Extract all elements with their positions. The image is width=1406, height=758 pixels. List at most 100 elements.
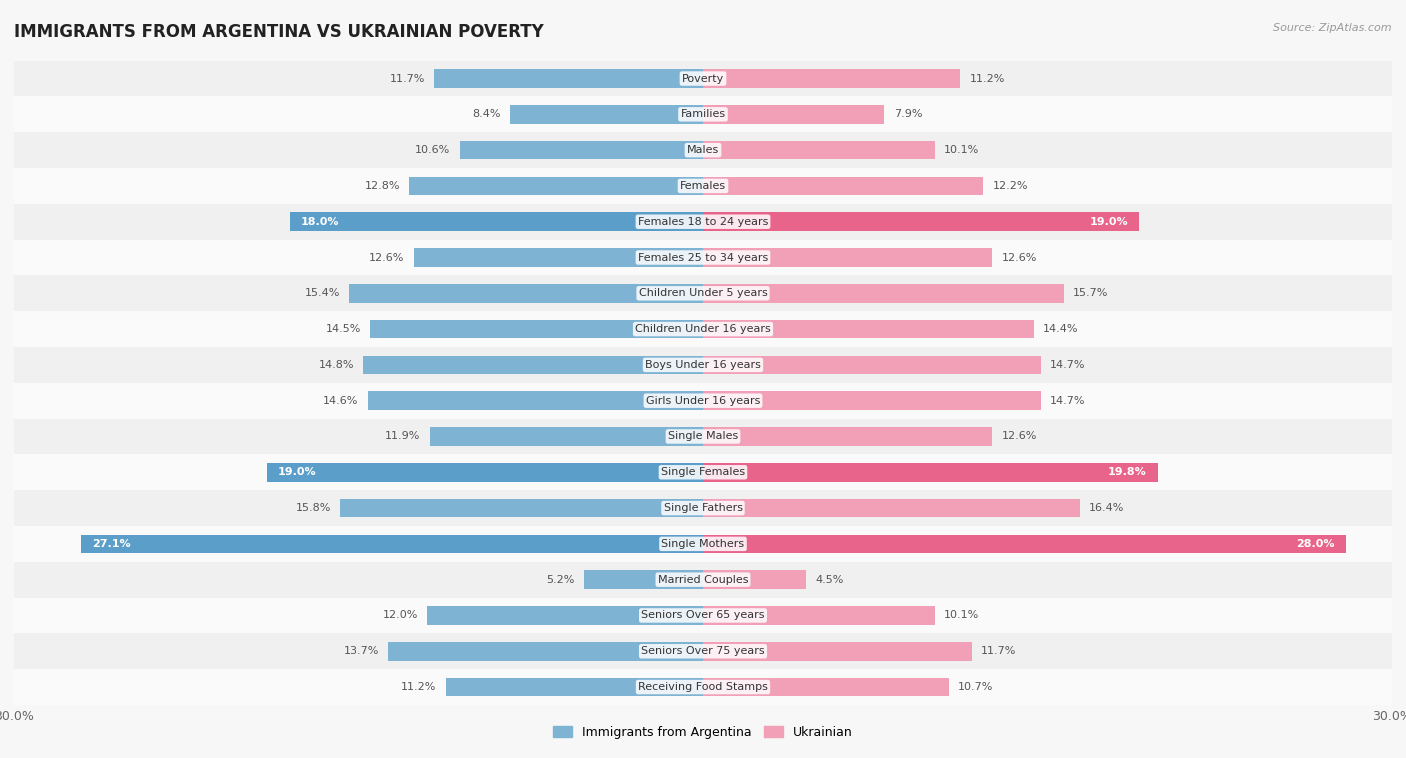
Bar — [14, 454, 1392, 490]
Bar — [14, 204, 1392, 240]
Bar — [703, 69, 960, 88]
Bar — [703, 356, 1040, 374]
Text: 27.1%: 27.1% — [93, 539, 131, 549]
Text: 11.7%: 11.7% — [981, 647, 1017, 656]
Text: IMMIGRANTS FROM ARGENTINA VS UKRAINIAN POVERTY: IMMIGRANTS FROM ARGENTINA VS UKRAINIAN P… — [14, 23, 544, 41]
Bar — [703, 105, 884, 124]
Bar — [14, 347, 1392, 383]
Bar — [290, 212, 703, 231]
Text: 11.9%: 11.9% — [385, 431, 420, 441]
Bar — [14, 526, 1392, 562]
Bar — [434, 69, 703, 88]
Bar — [267, 463, 703, 481]
Bar — [703, 320, 1033, 338]
Bar — [388, 642, 703, 660]
Text: Seniors Over 75 years: Seniors Over 75 years — [641, 647, 765, 656]
Text: 18.0%: 18.0% — [301, 217, 340, 227]
Text: Girls Under 16 years: Girls Under 16 years — [645, 396, 761, 406]
Bar — [14, 562, 1392, 597]
Bar — [703, 391, 1040, 410]
Bar — [427, 606, 703, 625]
Text: Children Under 16 years: Children Under 16 years — [636, 324, 770, 334]
Bar — [14, 240, 1392, 275]
Bar — [430, 428, 703, 446]
Bar — [363, 356, 703, 374]
Bar — [510, 105, 703, 124]
Bar — [703, 606, 935, 625]
Text: 12.6%: 12.6% — [370, 252, 405, 262]
Text: 12.0%: 12.0% — [382, 610, 418, 621]
Bar — [370, 320, 703, 338]
Text: 5.2%: 5.2% — [546, 575, 575, 584]
Legend: Immigrants from Argentina, Ukrainian: Immigrants from Argentina, Ukrainian — [548, 721, 858, 744]
Text: Source: ZipAtlas.com: Source: ZipAtlas.com — [1274, 23, 1392, 33]
Text: 15.7%: 15.7% — [1073, 288, 1108, 299]
Text: 14.8%: 14.8% — [318, 360, 354, 370]
Text: Females: Females — [681, 181, 725, 191]
Text: 10.7%: 10.7% — [957, 682, 993, 692]
Text: 11.2%: 11.2% — [401, 682, 437, 692]
Text: 12.2%: 12.2% — [993, 181, 1028, 191]
Bar — [14, 634, 1392, 669]
Text: 11.7%: 11.7% — [389, 74, 425, 83]
Text: 28.0%: 28.0% — [1296, 539, 1334, 549]
Bar — [14, 383, 1392, 418]
Text: 14.7%: 14.7% — [1050, 396, 1085, 406]
Bar — [14, 168, 1392, 204]
Text: Females 25 to 34 years: Females 25 to 34 years — [638, 252, 768, 262]
Bar — [14, 490, 1392, 526]
Bar — [409, 177, 703, 196]
Text: 10.6%: 10.6% — [415, 145, 450, 155]
Text: Families: Families — [681, 109, 725, 119]
Text: 4.5%: 4.5% — [815, 575, 844, 584]
Bar — [14, 597, 1392, 634]
Text: 19.8%: 19.8% — [1108, 467, 1146, 478]
Bar — [413, 248, 703, 267]
Text: 16.4%: 16.4% — [1088, 503, 1125, 513]
Text: 14.7%: 14.7% — [1050, 360, 1085, 370]
Text: Single Females: Single Females — [661, 467, 745, 478]
Text: 7.9%: 7.9% — [894, 109, 922, 119]
Bar — [80, 534, 703, 553]
Text: 14.5%: 14.5% — [325, 324, 361, 334]
Text: Single Fathers: Single Fathers — [664, 503, 742, 513]
Bar — [703, 570, 807, 589]
Text: Single Mothers: Single Mothers — [661, 539, 745, 549]
Bar — [14, 669, 1392, 705]
Text: Married Couples: Married Couples — [658, 575, 748, 584]
Text: Children Under 5 years: Children Under 5 years — [638, 288, 768, 299]
Bar — [703, 284, 1063, 302]
Bar — [14, 312, 1392, 347]
Text: Boys Under 16 years: Boys Under 16 years — [645, 360, 761, 370]
Text: 15.8%: 15.8% — [295, 503, 330, 513]
Bar — [703, 248, 993, 267]
Bar — [14, 418, 1392, 454]
Bar — [703, 499, 1080, 518]
Text: 12.6%: 12.6% — [1001, 252, 1036, 262]
Bar — [460, 141, 703, 159]
Text: Seniors Over 65 years: Seniors Over 65 years — [641, 610, 765, 621]
Bar — [703, 463, 1157, 481]
Text: Receiving Food Stamps: Receiving Food Stamps — [638, 682, 768, 692]
Bar — [703, 428, 993, 446]
Text: Females 18 to 24 years: Females 18 to 24 years — [638, 217, 768, 227]
Bar — [703, 212, 1139, 231]
Text: Poverty: Poverty — [682, 74, 724, 83]
Bar — [14, 61, 1392, 96]
Text: 14.4%: 14.4% — [1043, 324, 1078, 334]
Text: 13.7%: 13.7% — [344, 647, 380, 656]
Bar — [703, 678, 949, 697]
Text: 12.6%: 12.6% — [1001, 431, 1036, 441]
Bar — [14, 132, 1392, 168]
Text: 19.0%: 19.0% — [1090, 217, 1128, 227]
Bar — [14, 96, 1392, 132]
Text: 10.1%: 10.1% — [945, 610, 980, 621]
Bar — [583, 570, 703, 589]
Bar — [349, 284, 703, 302]
Text: Single Males: Single Males — [668, 431, 738, 441]
Text: 14.6%: 14.6% — [323, 396, 359, 406]
Bar — [340, 499, 703, 518]
Text: 12.8%: 12.8% — [364, 181, 399, 191]
Bar — [368, 391, 703, 410]
Text: Males: Males — [688, 145, 718, 155]
